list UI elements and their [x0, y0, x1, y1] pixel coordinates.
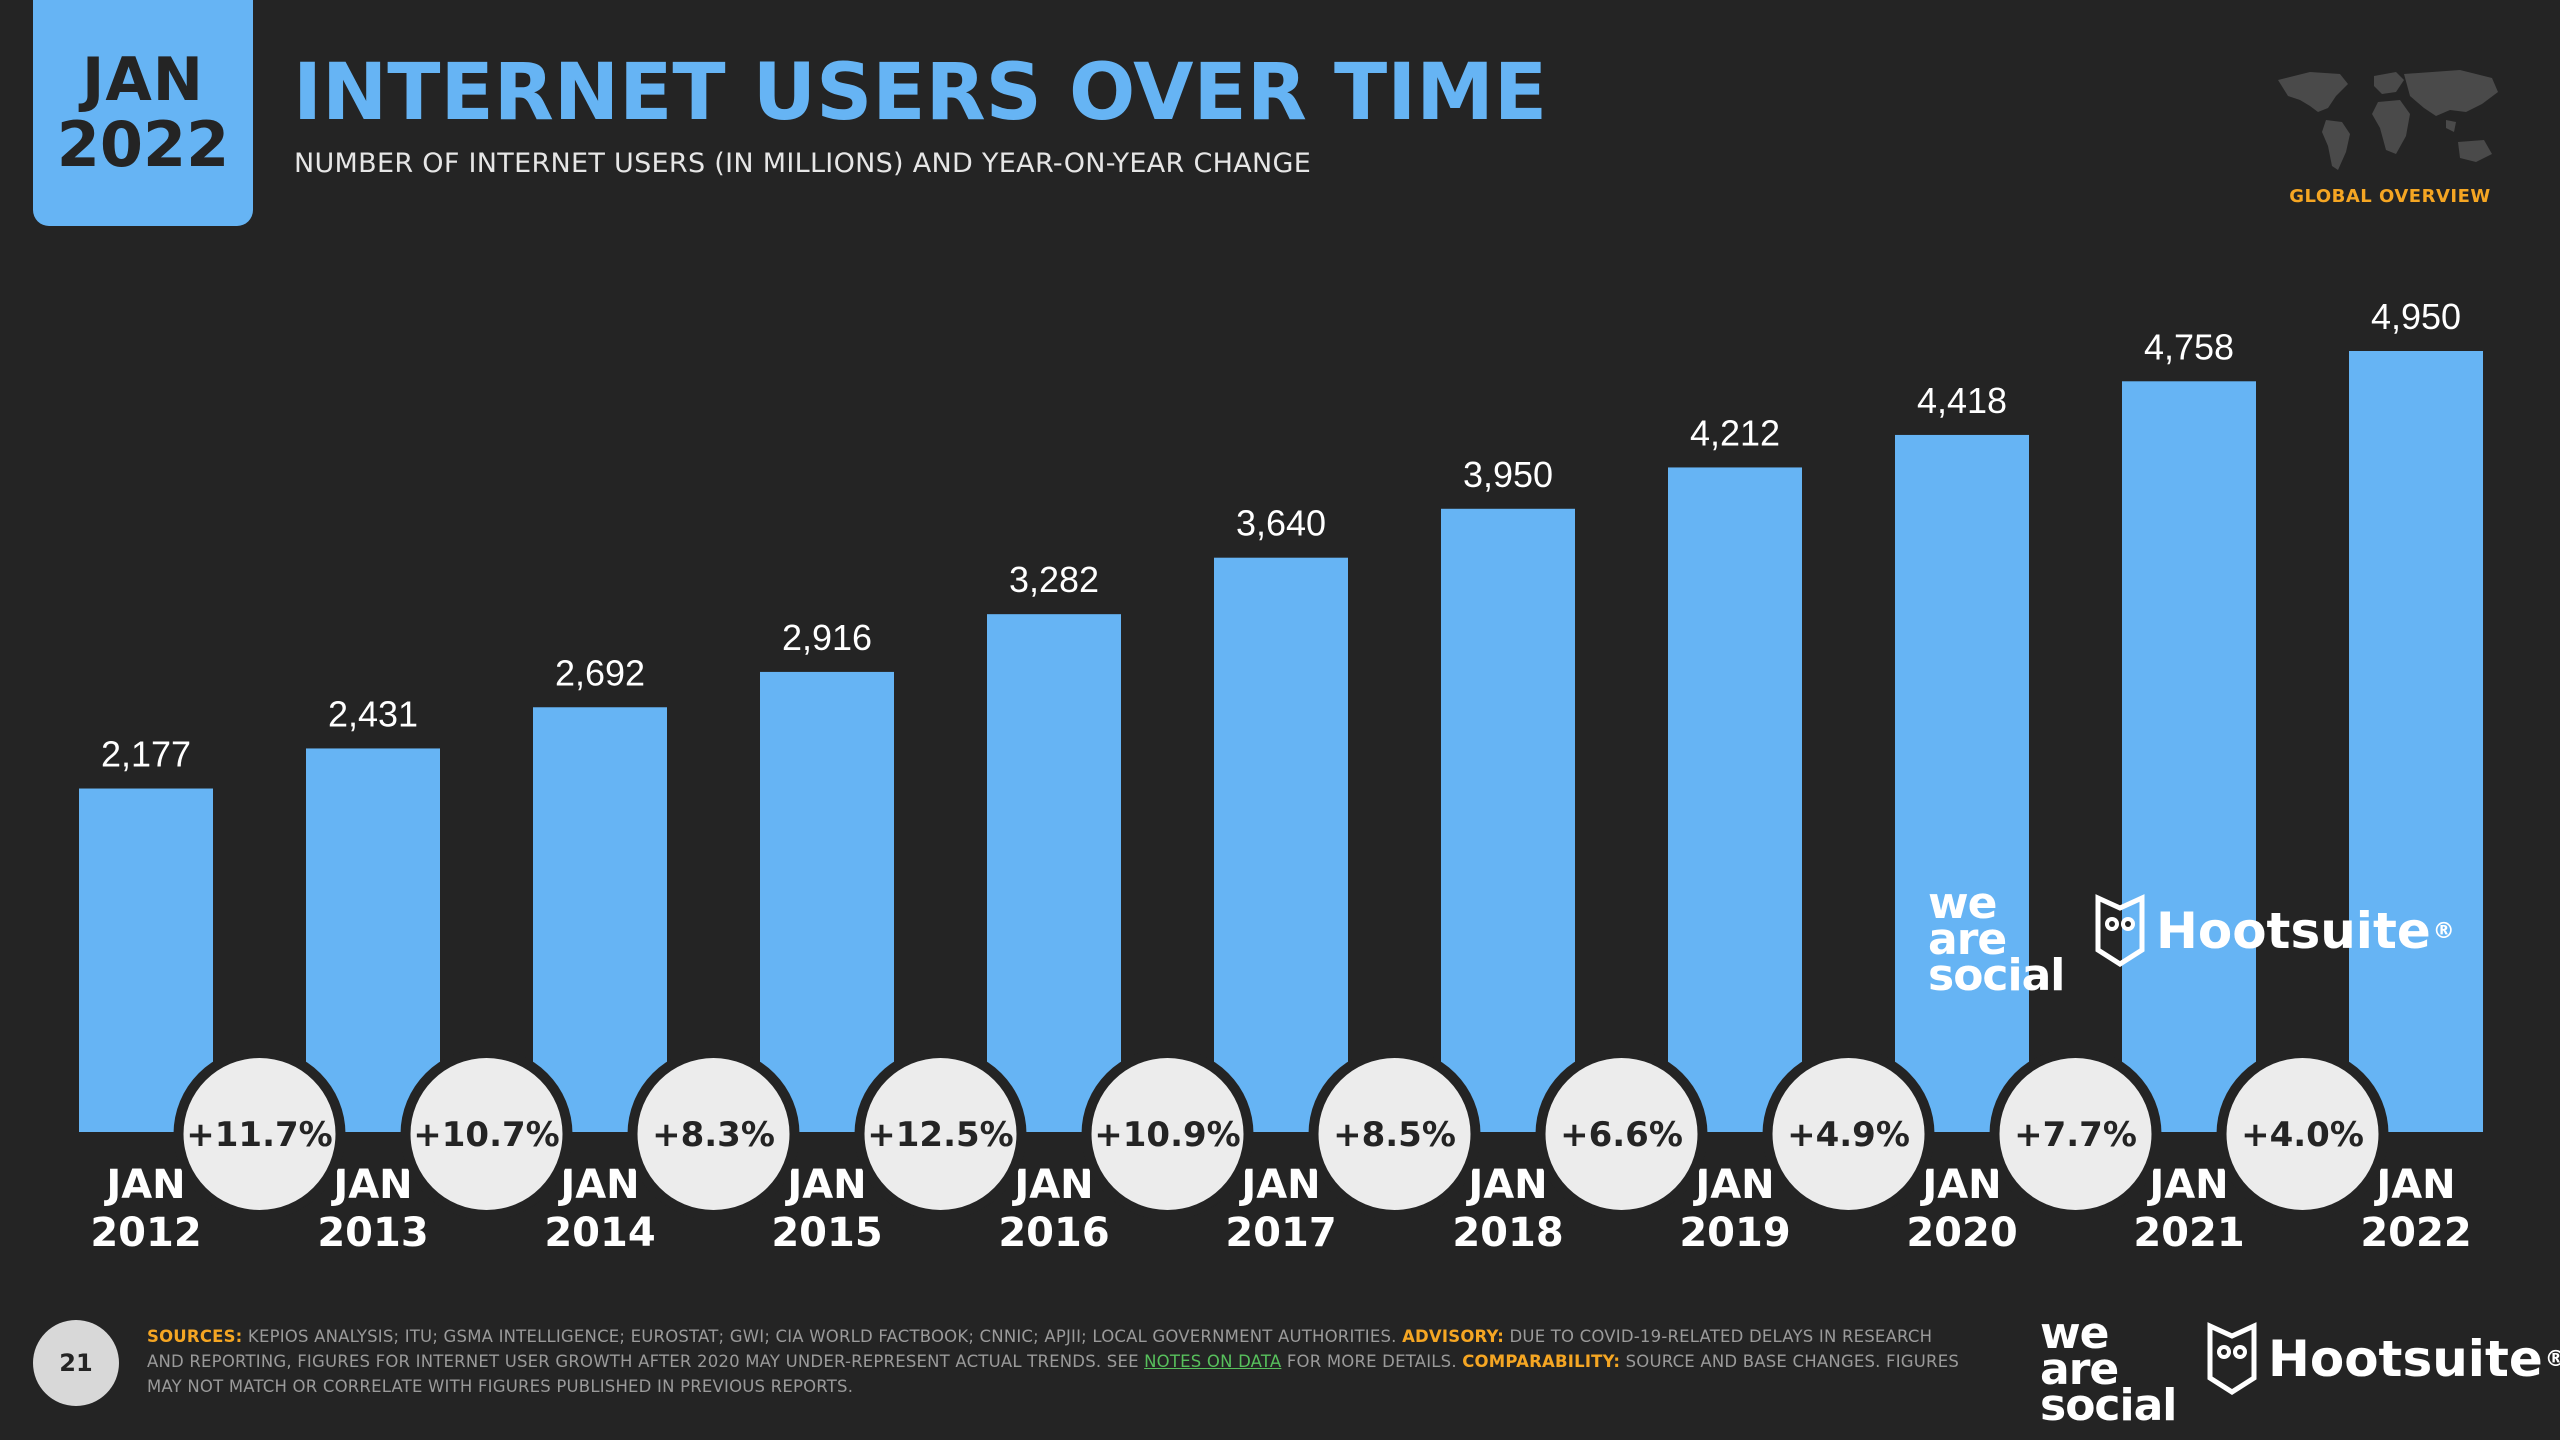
yoy-circle [410, 1058, 563, 1210]
bar-value-label: 4,950 [2371, 296, 2461, 337]
page-subtitle: NUMBER OF INTERNET USERS (IN MILLIONS) A… [294, 148, 1312, 179]
world-map-icon [2278, 70, 2498, 170]
x-tick-month: JAN [1238, 1162, 1320, 1208]
bar-value-label: 4,758 [2144, 326, 2234, 367]
bar-value-label: 3,950 [1463, 454, 1553, 495]
yoy-change-label: +8.5% [1333, 1115, 1456, 1155]
comparability-text: SOURCE AND BASE CHANGES. FIGURES MAY NOT… [147, 1352, 1960, 1396]
hootsuite-logo: Hootsuite ® [2094, 894, 2455, 968]
x-tick-year: 2018 [1452, 1210, 1563, 1256]
bar [79, 788, 213, 1132]
bar [760, 671, 894, 1132]
x-tick-year: 2016 [998, 1210, 1109, 1256]
internet-users-bar-chart: 2,177JAN20122,431JAN20132,692JAN20142,91… [79, 296, 2483, 1256]
x-tick-year: 2012 [90, 1210, 201, 1256]
bar-value-label: 3,282 [1009, 559, 1099, 600]
bar [987, 614, 1121, 1132]
x-tick-month: JAN [103, 1162, 185, 1208]
bar-value-label: 4,418 [1917, 380, 2007, 421]
yoy-change-label: +6.6% [1560, 1115, 1683, 1155]
x-tick-month: JAN [1919, 1162, 2001, 1208]
x-tick-month: JAN [330, 1162, 412, 1208]
x-tick-year: 2022 [2360, 1210, 2471, 1256]
footer-we-are-social-logo: we are social [2040, 1308, 2177, 1432]
yoy-change-label: +4.9% [1787, 1115, 1910, 1155]
notes-on-data-link[interactable]: NOTES ON DATA [1144, 1352, 1282, 1371]
advisory-text-2: FOR MORE DETAILS. [1281, 1352, 1463, 1371]
yoy-circle [864, 1058, 1017, 1210]
yoy-change-label: +11.7% [186, 1115, 332, 1155]
badge-year: 2022 [56, 107, 230, 181]
yoy-circle [1545, 1058, 1698, 1210]
hootsuite-owl-icon [2095, 894, 2145, 967]
bar-value-label: 4,212 [1690, 412, 1780, 453]
bar-value-label: 2,177 [101, 734, 191, 775]
yoy-circle [637, 1058, 790, 1210]
bar [2349, 351, 2483, 1132]
date-badge: JAN 2022 [33, 0, 253, 226]
footer-hootsuite-logo: Hootsuite ® [2206, 1322, 2560, 1396]
bar-value-label: 2,916 [782, 617, 872, 658]
footer-sources: SOURCES: KEPIOS ANALYSIS; ITU; GSMA INTE… [147, 1324, 1967, 1399]
x-tick-month: JAN [557, 1162, 639, 1208]
x-tick-year: 2020 [1906, 1210, 2017, 1256]
yoy-change-label: +10.7% [413, 1115, 559, 1155]
x-tick-year: 2021 [2133, 1210, 2244, 1256]
yoy-circle [1772, 1058, 1925, 1210]
sources-label: SOURCES: [147, 1327, 243, 1346]
yoy-circle [1999, 1058, 2152, 1210]
yoy-change-label: +7.7% [2014, 1115, 2137, 1155]
bar [1895, 434, 2029, 1133]
comparability-label: COMPARABILITY: [1462, 1352, 1621, 1371]
page-number: 21 [33, 1320, 119, 1406]
bar-value-label: 2,692 [555, 652, 645, 693]
sources-text: KEPIOS ANALYSIS; ITU; GSMA INTELLIGENCE;… [242, 1327, 1403, 1346]
x-tick-year: 2013 [317, 1210, 428, 1256]
yoy-change-label: +12.5% [867, 1115, 1013, 1155]
we-are-social-logo: we are social [1928, 878, 2065, 1002]
bar [1441, 508, 1575, 1132]
x-tick-month: JAN [1692, 1162, 1774, 1208]
x-tick-year: 2015 [771, 1210, 882, 1256]
yoy-change-label: +10.9% [1094, 1115, 1240, 1155]
yoy-change-label: +8.3% [652, 1115, 775, 1155]
bar-value-label: 3,640 [1236, 503, 1326, 544]
yoy-change-label: +4.0% [2241, 1115, 2364, 1155]
badge-month: JAN [82, 44, 204, 115]
bar [2122, 381, 2256, 1132]
yoy-circle [183, 1058, 336, 1210]
x-tick-month: JAN [1011, 1162, 1093, 1208]
bar-value-label: 2,431 [328, 693, 418, 734]
x-tick-month: JAN [784, 1162, 866, 1208]
bar [306, 748, 440, 1132]
advisory-text: DUE TO COVID-19-RELATED DELAYS IN RESEAR… [147, 1327, 1933, 1371]
global-overview-label: GLOBAL OVERVIEW [2289, 186, 2491, 207]
yoy-circle [2226, 1058, 2379, 1210]
x-tick-year: 2019 [1679, 1210, 1790, 1256]
yoy-circle [1091, 1058, 1244, 1210]
bar [533, 707, 667, 1132]
x-tick-month: JAN [1465, 1162, 1547, 1208]
x-tick-year: 2014 [544, 1210, 655, 1256]
advisory-label: ADVISORY: [1402, 1327, 1505, 1346]
bar [1668, 467, 1802, 1132]
x-tick-month: JAN [2146, 1162, 2228, 1208]
x-tick-month: JAN [2373, 1162, 2455, 1208]
x-tick-year: 2017 [1225, 1210, 1336, 1256]
yoy-circle [1318, 1058, 1471, 1210]
bar [1214, 557, 1348, 1132]
hootsuite-owl-icon [2207, 1322, 2257, 1395]
page-title: INTERNET USERS OVER TIME [293, 48, 1548, 138]
